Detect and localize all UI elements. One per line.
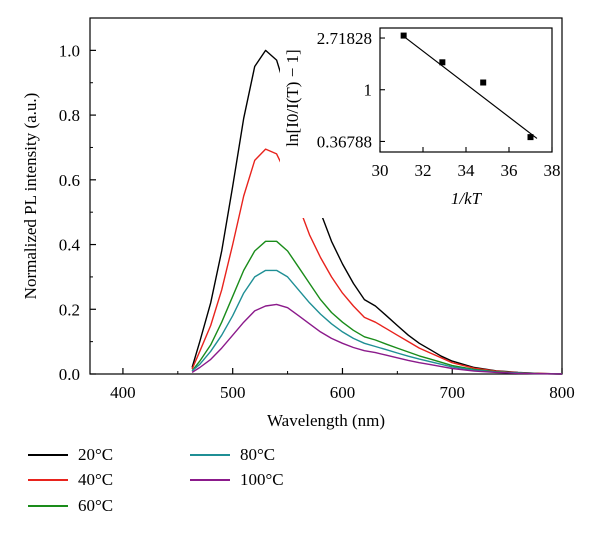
inset-x-tick-label-0: 30 xyxy=(372,161,389,180)
series-line-1 xyxy=(191,148,563,375)
y-tick-label-2: 0.4 xyxy=(59,236,81,255)
series-line-0 xyxy=(191,49,563,375)
series-line-2 xyxy=(191,240,563,375)
inset-y-tick-label-2: 2.71828 xyxy=(317,29,372,48)
inset-data-point-3 xyxy=(527,134,534,141)
inset-x-tick-label-4: 38 xyxy=(544,161,561,180)
inset-data-point-2 xyxy=(480,79,487,86)
inset-plot: 30 32 34 36 38 0.36788 1 2.71828 1/kT ln[I0/I(T… xyxy=(280,27,561,218)
y-tick-label-3: 0.6 xyxy=(59,171,80,190)
main-plot-frame xyxy=(89,17,563,375)
main-plot: 400 500 600 700 800 0.0 0.2 0.4 0.6 0.8 1.0 Wavele… xyxy=(21,17,575,430)
inset-x-tick-label-1: 32 xyxy=(415,161,432,180)
inset-x-tick-label-2: 34 xyxy=(458,161,476,180)
x-axis-label: Wavelength (nm) xyxy=(267,411,385,430)
inset-fit-line xyxy=(401,34,538,139)
y-tick-label-5: 1.0 xyxy=(59,41,80,60)
inset-x-axis-label: 1/kT xyxy=(451,189,483,208)
inset-y-axis-label: ln[I0/I(T) − 1] xyxy=(283,49,302,146)
y-tick-label-1: 0.2 xyxy=(59,300,80,319)
inset-x-tick-label-3: 36 xyxy=(501,161,518,180)
inset-data-point-0 xyxy=(400,32,407,39)
y-tick-label-4: 0.8 xyxy=(59,106,80,125)
x-tick-label-0: 400 xyxy=(110,383,136,402)
x-tick-label-1: 500 xyxy=(220,383,246,402)
series-line-4 xyxy=(191,303,563,375)
inset-background xyxy=(280,28,552,218)
inset-y-tick-label-0: 0.36788 xyxy=(317,132,372,151)
x-tick-label-2: 600 xyxy=(330,383,356,402)
x-tick-label-3: 700 xyxy=(439,383,465,402)
y-tick-label-0: 0.0 xyxy=(59,365,80,384)
series-line-3 xyxy=(191,269,563,375)
inset-y-tick-label-1: 1 xyxy=(364,81,373,100)
x-tick-label-4: 800 xyxy=(549,383,575,402)
y-axis-label: Normalized PL intensity (a.u.) xyxy=(21,93,40,300)
inset-data-point-1 xyxy=(439,59,446,66)
